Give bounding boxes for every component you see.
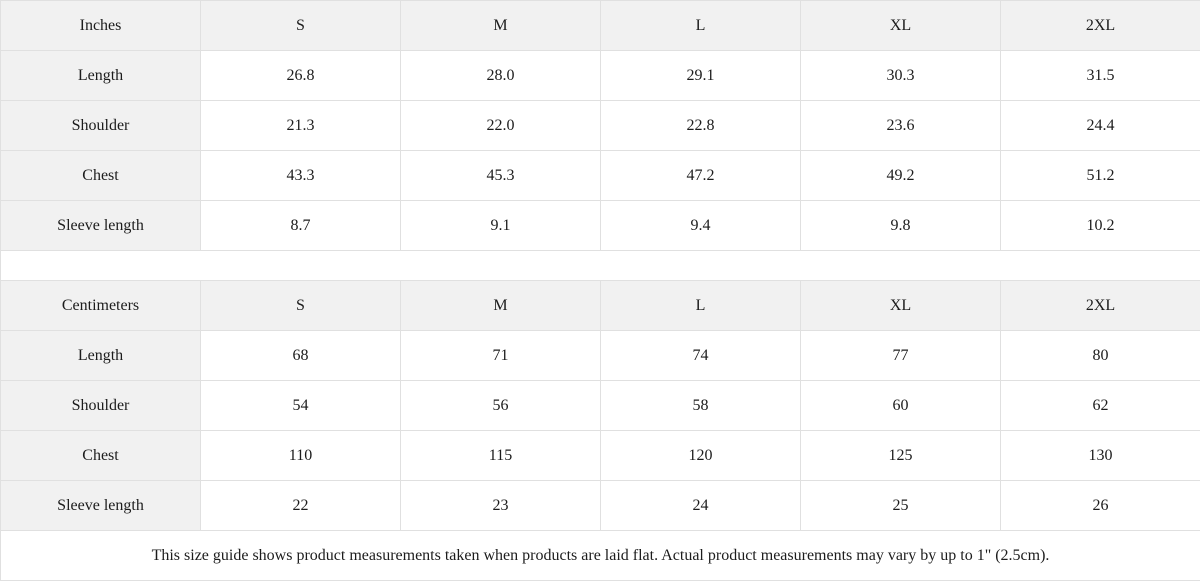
value-cell: 8.7 — [201, 201, 401, 251]
size-header-s: S — [201, 281, 401, 331]
value-cell: 80 — [1001, 331, 1200, 381]
section-spacer-row — [1, 251, 1200, 281]
size-header-2xl: 2XL — [1001, 1, 1200, 51]
value-cell: 43.3 — [201, 151, 401, 201]
value-cell: 77 — [801, 331, 1001, 381]
value-cell: 29.1 — [601, 51, 801, 101]
size-guide-footnote: This size guide shows product measuremen… — [1, 531, 1200, 581]
row-label: Shoulder — [1, 381, 201, 431]
value-cell: 68 — [201, 331, 401, 381]
size-header-l: L — [601, 281, 801, 331]
value-cell: 130 — [1001, 431, 1200, 481]
value-cell: 110 — [201, 431, 401, 481]
row-label: Sleeve length — [1, 481, 201, 531]
value-cell: 56 — [401, 381, 601, 431]
inches-header-row: Inches S M L XL 2XL — [1, 1, 1200, 51]
value-cell: 51.2 — [1001, 151, 1200, 201]
size-header-m: M — [401, 281, 601, 331]
value-cell: 45.3 — [401, 151, 601, 201]
size-header-xl: XL — [801, 281, 1001, 331]
table-row-shoulder: Shoulder 54 56 58 60 62 — [1, 381, 1200, 431]
table-row-chest: Chest 43.3 45.3 47.2 49.2 51.2 — [1, 151, 1200, 201]
value-cell: 24.4 — [1001, 101, 1200, 151]
centimeters-header-row: Centimeters S M L XL 2XL — [1, 281, 1200, 331]
value-cell: 31.5 — [1001, 51, 1200, 101]
value-cell: 22.0 — [401, 101, 601, 151]
value-cell: 47.2 — [601, 151, 801, 201]
size-header-m: M — [401, 1, 601, 51]
value-cell: 125 — [801, 431, 1001, 481]
value-cell: 21.3 — [201, 101, 401, 151]
value-cell: 25 — [801, 481, 1001, 531]
value-cell: 10.2 — [1001, 201, 1200, 251]
value-cell: 23 — [401, 481, 601, 531]
value-cell: 115 — [401, 431, 601, 481]
value-cell: 30.3 — [801, 51, 1001, 101]
unit-header-centimeters: Centimeters — [1, 281, 201, 331]
value-cell: 23.6 — [801, 101, 1001, 151]
size-header-xl: XL — [801, 1, 1001, 51]
row-label: Length — [1, 331, 201, 381]
value-cell: 28.0 — [401, 51, 601, 101]
value-cell: 9.1 — [401, 201, 601, 251]
table-row-sleeve-length: Sleeve length 22 23 24 25 26 — [1, 481, 1200, 531]
size-header-s: S — [201, 1, 401, 51]
unit-header-inches: Inches — [1, 1, 201, 51]
row-label: Shoulder — [1, 101, 201, 151]
table-row-sleeve-length: Sleeve length 8.7 9.1 9.4 9.8 10.2 — [1, 201, 1200, 251]
value-cell: 60 — [801, 381, 1001, 431]
row-label: Sleeve length — [1, 201, 201, 251]
table-row-chest: Chest 110 115 120 125 130 — [1, 431, 1200, 481]
value-cell: 26.8 — [201, 51, 401, 101]
size-header-l: L — [601, 1, 801, 51]
value-cell: 62 — [1001, 381, 1200, 431]
value-cell: 22 — [201, 481, 401, 531]
footnote-row: This size guide shows product measuremen… — [1, 531, 1200, 581]
row-label: Length — [1, 51, 201, 101]
value-cell: 49.2 — [801, 151, 1001, 201]
row-label: Chest — [1, 151, 201, 201]
value-cell: 24 — [601, 481, 801, 531]
value-cell: 22.8 — [601, 101, 801, 151]
value-cell: 58 — [601, 381, 801, 431]
spacer-cell — [1, 251, 1200, 281]
value-cell: 74 — [601, 331, 801, 381]
table-row-length: Length 68 71 74 77 80 — [1, 331, 1200, 381]
value-cell: 9.4 — [601, 201, 801, 251]
value-cell: 26 — [1001, 481, 1200, 531]
table-row-length: Length 26.8 28.0 29.1 30.3 31.5 — [1, 51, 1200, 101]
value-cell: 54 — [201, 381, 401, 431]
value-cell: 71 — [401, 331, 601, 381]
value-cell: 9.8 — [801, 201, 1001, 251]
value-cell: 120 — [601, 431, 801, 481]
size-header-2xl: 2XL — [1001, 281, 1200, 331]
table-row-shoulder: Shoulder 21.3 22.0 22.8 23.6 24.4 — [1, 101, 1200, 151]
row-label: Chest — [1, 431, 201, 481]
